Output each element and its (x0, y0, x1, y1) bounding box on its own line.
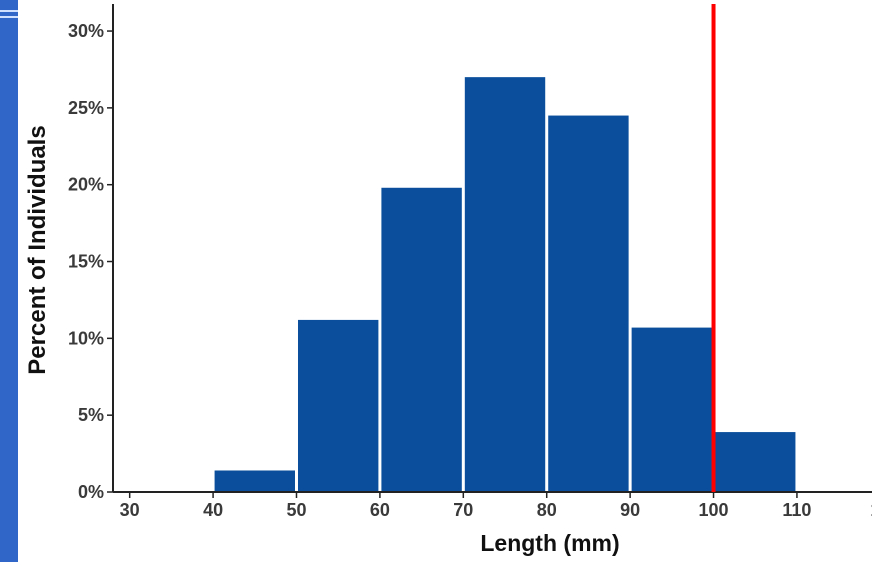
y-tick-label: 10% (68, 328, 104, 348)
y-tick-label: 20% (68, 175, 104, 195)
x-tick-label: 40 (203, 500, 223, 520)
axes-group (112, 4, 872, 493)
y-tick-label: 30% (68, 21, 104, 41)
y-tick-label: 0% (78, 482, 104, 502)
histogram-bar (464, 77, 546, 493)
histogram-bar (548, 115, 629, 493)
side-decoration-strip (0, 0, 18, 562)
histogram-bar (381, 187, 462, 492)
x-tick-label: 60 (370, 500, 390, 520)
x-tick-label: 50 (286, 500, 306, 520)
x-tick-label: 90 (620, 500, 640, 520)
bars-group (214, 77, 796, 493)
x-tick-label: 12 (870, 500, 872, 520)
x-tick-label: 70 (453, 500, 473, 520)
histogram-bar (214, 470, 295, 492)
histogram-bar (715, 432, 796, 492)
histogram-bar (297, 319, 379, 492)
histogram-bar (631, 327, 713, 492)
y-tick-label: 5% (78, 405, 104, 425)
x-tick-label: 30 (120, 500, 140, 520)
strip-line (0, 16, 18, 18)
y-tick-label: 15% (68, 252, 104, 272)
x-axis-label: Length (mm) (480, 530, 620, 556)
y-tick-label: 25% (68, 98, 104, 118)
y-axis-label: Percent of Individuals (24, 125, 51, 375)
x-tick-label: 80 (537, 500, 557, 520)
x-tick-label: 110 (782, 500, 811, 520)
strip-line (0, 10, 18, 12)
x-tick-label: 100 (699, 500, 729, 520)
ticks-group: 0% 5% 10% 15% 20% 25% 30% 30 40 50 60 70 80 90 100 110 1… (68, 21, 872, 520)
